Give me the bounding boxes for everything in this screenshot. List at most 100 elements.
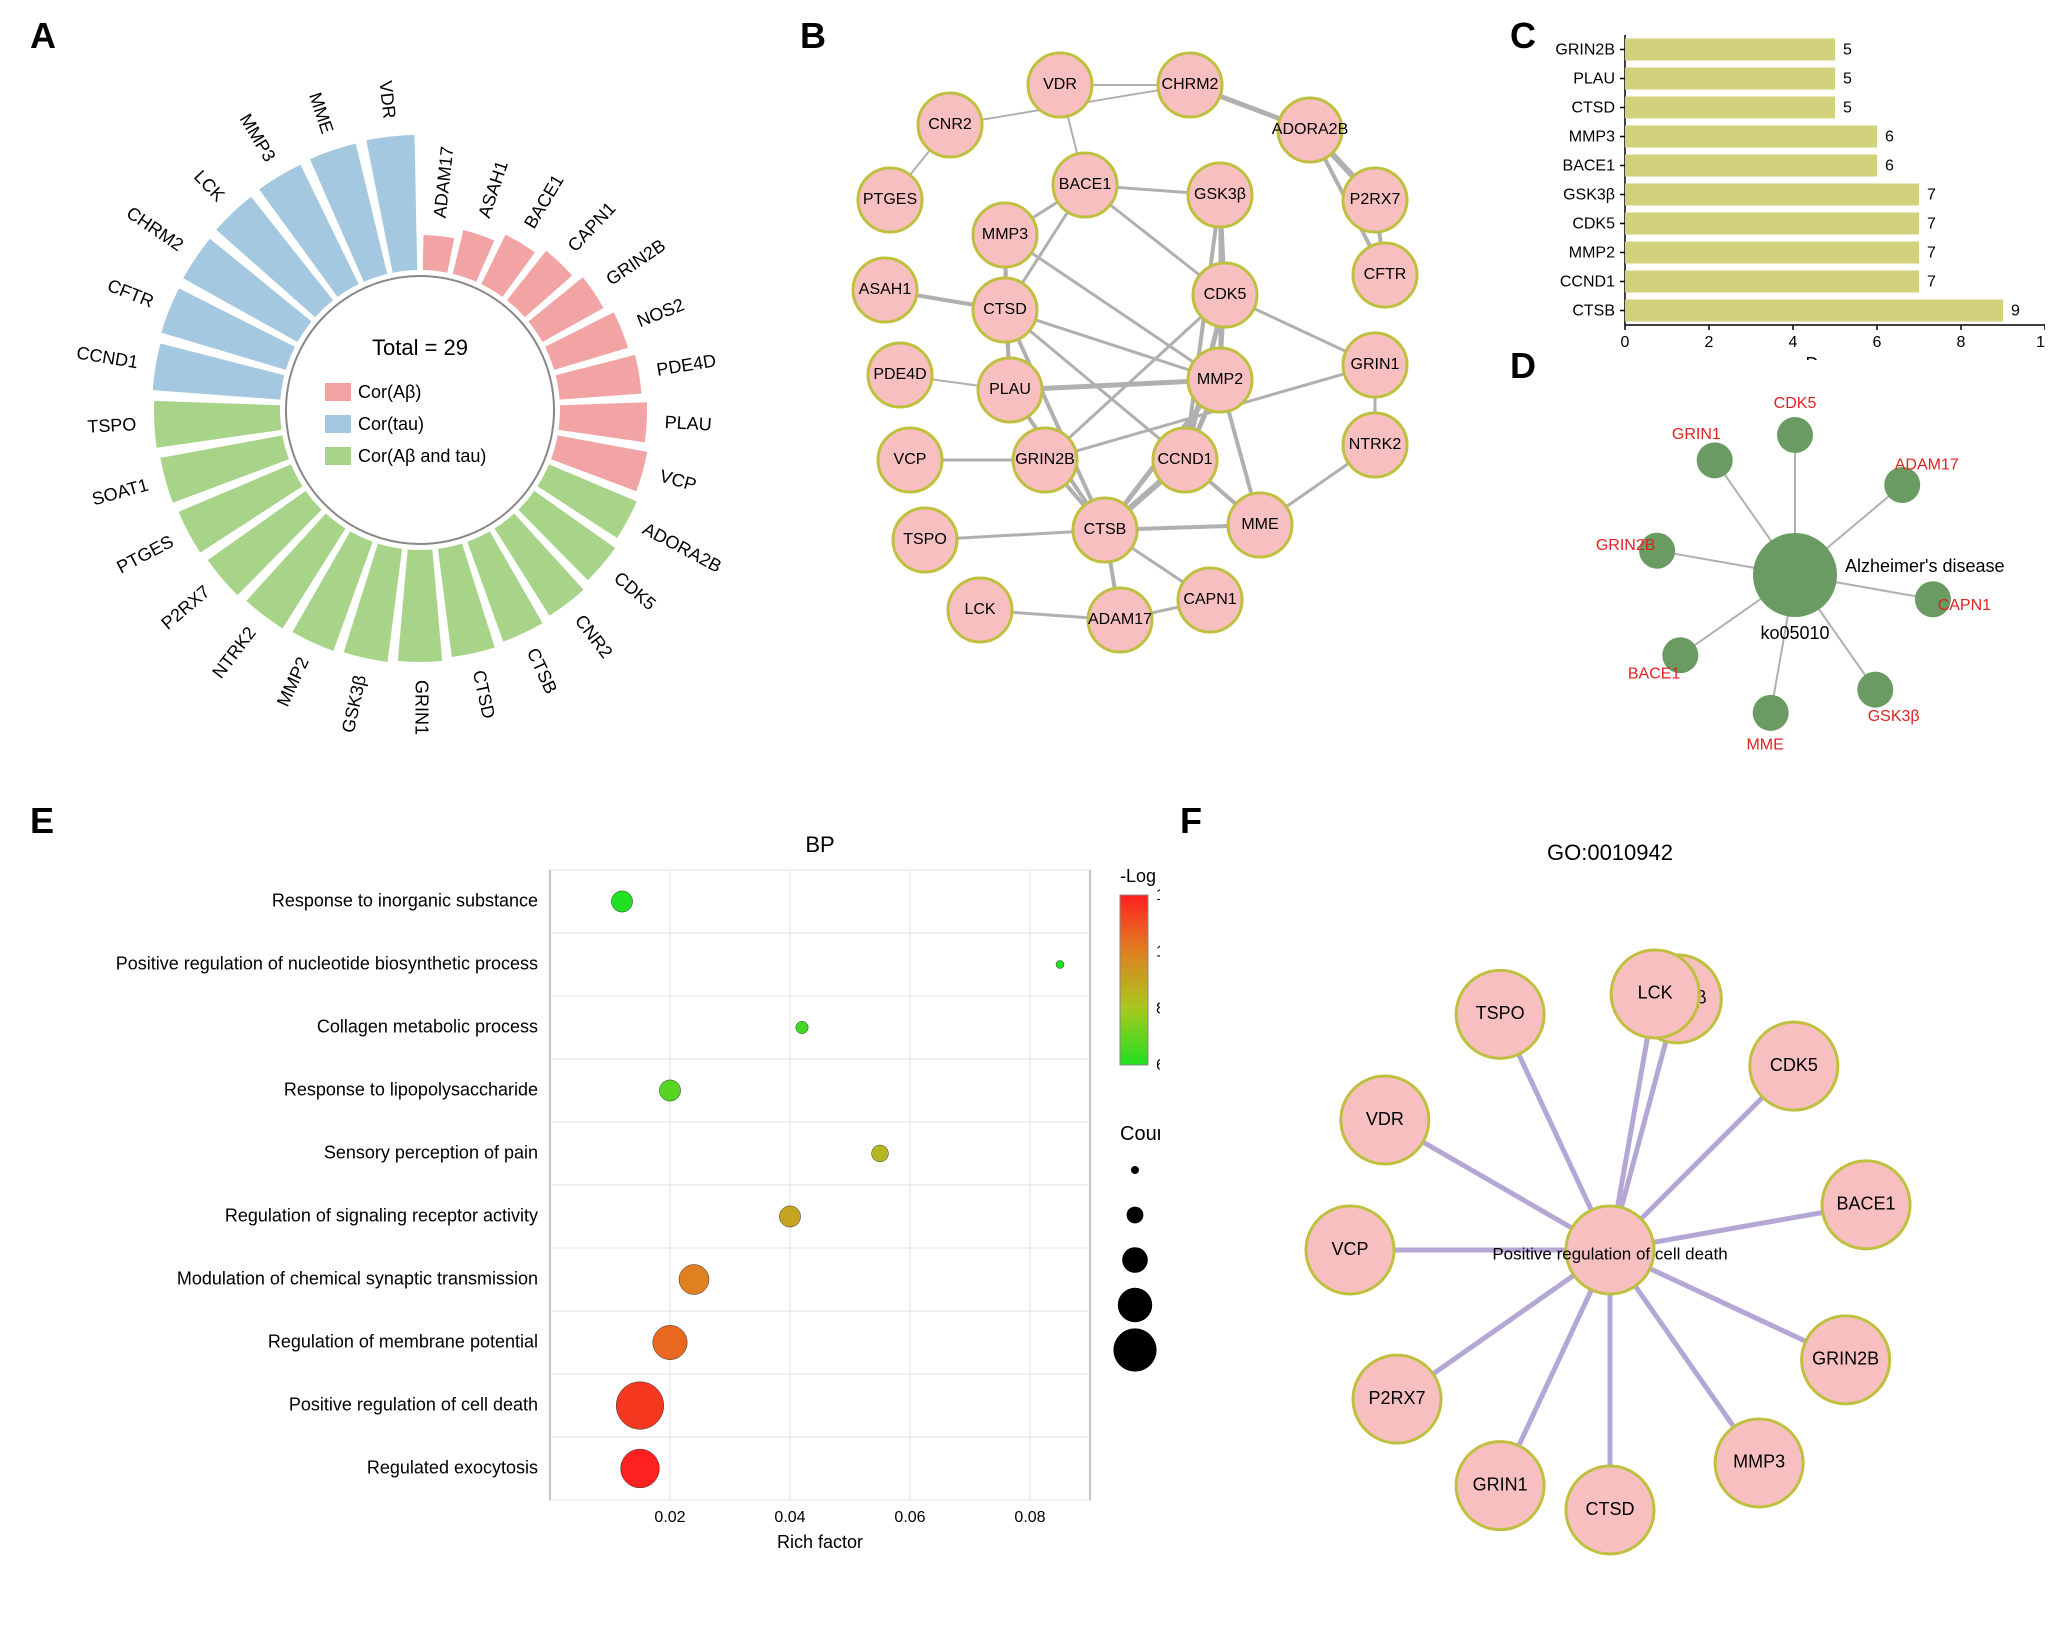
bubble-point bbox=[796, 1021, 808, 1033]
degree-bar-label: MMP2 bbox=[1569, 245, 1615, 262]
go-peripheral-label: MMP3 bbox=[1733, 1452, 1785, 1472]
x-tick-label: 8 bbox=[1957, 334, 1966, 351]
circular-bar-label: PTGES bbox=[113, 531, 176, 577]
network-node-label: CAPN1 bbox=[1183, 591, 1236, 608]
network-node-label: GSK3β bbox=[1194, 186, 1246, 203]
circular-bar-label: ADAM17 bbox=[430, 145, 458, 219]
panel-label-f: F bbox=[1180, 800, 1202, 842]
network-node-label: NTRK2 bbox=[1349, 436, 1402, 453]
circular-bar-label: ADORA2B bbox=[639, 519, 724, 577]
degree-bar-value: 9 bbox=[2011, 303, 2020, 320]
network-node-label: P2RX7 bbox=[1350, 191, 1401, 208]
degree-bar-value: 5 bbox=[1843, 71, 1852, 88]
circular-bar-label: GRIN2B bbox=[602, 235, 669, 289]
circular-bar-label: ASAH1 bbox=[474, 158, 512, 220]
circular-bar-label: NTRK2 bbox=[208, 623, 260, 682]
degree-bar-label: GSK3β bbox=[1563, 187, 1615, 204]
x-tick-label: 0 bbox=[1621, 334, 1630, 351]
network-node-label: CCND1 bbox=[1157, 451, 1212, 468]
network-node-label: PTGES bbox=[863, 191, 917, 208]
hub-center-label: Alzheimer's disease bbox=[1845, 556, 2005, 576]
bubble-point bbox=[653, 1325, 687, 1359]
hub-peripheral-node bbox=[1857, 672, 1893, 708]
legend-swatch bbox=[325, 447, 351, 465]
legend-swatch bbox=[325, 383, 351, 401]
size-legend-dot bbox=[1122, 1247, 1148, 1273]
bubble-y-label: Response to inorganic substance bbox=[272, 891, 538, 911]
x-tick-label: 0.06 bbox=[894, 1509, 925, 1526]
degree-bar-value: 5 bbox=[1843, 100, 1852, 117]
circular-bar-label: VCP bbox=[658, 466, 699, 495]
go-peripheral-label: BACE1 bbox=[1837, 1194, 1896, 1214]
inner-circle bbox=[286, 276, 554, 544]
network-node-label: BACE1 bbox=[1059, 176, 1112, 193]
network-node-label: LCK bbox=[964, 601, 995, 618]
hub-sub-label: ko05010 bbox=[1760, 623, 1829, 643]
degree-bar-value: 7 bbox=[1927, 245, 1936, 262]
size-legend-dot bbox=[1131, 1166, 1139, 1174]
bubble-point bbox=[659, 1080, 680, 1101]
circular-bar-label: NOS2 bbox=[634, 294, 687, 331]
network-node-label: CTSD bbox=[983, 301, 1027, 318]
circular-bar-label: P2RX7 bbox=[157, 581, 213, 633]
go-peripheral-label: TSPO bbox=[1476, 1003, 1525, 1023]
network-node-label: GRIN1 bbox=[1351, 356, 1400, 373]
circular-bar bbox=[398, 549, 442, 662]
circular-bar-label: CAPN1 bbox=[564, 198, 620, 255]
x-tick-label: 10 bbox=[2036, 334, 2045, 351]
go-peripheral-label: LCK bbox=[1638, 983, 1673, 1003]
hub-peripheral-node bbox=[1753, 695, 1789, 731]
network-node-label: CTSB bbox=[1084, 521, 1127, 538]
hub-peripheral-label: MME bbox=[1746, 736, 1783, 753]
circular-bar-label: MMP2 bbox=[273, 654, 313, 710]
degree-bar bbox=[1625, 300, 2003, 322]
size-legend-dot bbox=[1127, 1207, 1144, 1224]
bubble-y-label: Regulated exocytosis bbox=[367, 1458, 538, 1478]
circular-bar-label: CTSB bbox=[523, 645, 561, 697]
go-peripheral-label: CDK5 bbox=[1770, 1055, 1818, 1075]
network-node-label: ADORA2B bbox=[1272, 121, 1348, 138]
circular-bar-label: GRIN1 bbox=[411, 680, 431, 735]
circular-bar-chart: ADAM17ASAH1BACE1CAPN1GRIN2BNOS2PDE4DPLAU… bbox=[0, 0, 820, 820]
bubble-point bbox=[1056, 961, 1064, 969]
circular-bar-label: TSPO bbox=[87, 414, 137, 437]
circular-bar-label: CNR2 bbox=[571, 611, 617, 662]
hub-peripheral-label: BACE1 bbox=[1628, 666, 1681, 683]
color-legend-bar bbox=[1120, 895, 1148, 1065]
degree-bar-value: 7 bbox=[1927, 274, 1936, 291]
bubble-point bbox=[616, 1382, 664, 1430]
circular-bar-label: PLAU bbox=[664, 412, 712, 435]
network-node-label: VCP bbox=[894, 451, 927, 468]
degree-bar-label: CDK5 bbox=[1572, 216, 1615, 233]
go-center-label: Positive regulation of cell death bbox=[1492, 1244, 1727, 1263]
bubble-y-label: Sensory perception of pain bbox=[324, 1143, 538, 1163]
x-tick-label: 4 bbox=[1789, 334, 1798, 351]
x-tick-label: 0.08 bbox=[1014, 1509, 1045, 1526]
x-tick-label: 2 bbox=[1705, 334, 1714, 351]
go-peripheral-label: CTSD bbox=[1586, 1499, 1635, 1519]
go-peripheral-label: P2RX7 bbox=[1368, 1388, 1425, 1408]
circular-bar-label: MME bbox=[305, 90, 337, 136]
x-tick-label: 0.02 bbox=[654, 1509, 685, 1526]
network-node-label: PLAU bbox=[989, 381, 1031, 398]
degree-bar bbox=[1625, 213, 1919, 235]
color-legend-tick: 12 bbox=[1156, 887, 1160, 904]
color-legend-tick: 8 bbox=[1156, 1000, 1160, 1017]
circular-bar-label: VDR bbox=[376, 80, 400, 120]
degree-bar-value: 7 bbox=[1927, 187, 1936, 204]
go-peripheral-label: GRIN2B bbox=[1812, 1349, 1879, 1369]
degree-bar-label: CTSB bbox=[1572, 303, 1615, 320]
color-legend-tick: 6 bbox=[1156, 1057, 1160, 1074]
network-edge bbox=[1005, 310, 1220, 380]
degree-bar bbox=[1625, 184, 1919, 206]
bubble-point bbox=[872, 1145, 889, 1162]
degree-bar bbox=[1625, 68, 1835, 90]
bubble-title: BP bbox=[805, 832, 834, 857]
network-node-label: GRIN2B bbox=[1015, 451, 1075, 468]
degree-bar-chart: 0246810DegreeGRIN2B5PLAU5CTSD5MMP36BACE1… bbox=[1545, 30, 2045, 360]
degree-bar bbox=[1625, 126, 1877, 148]
bubble-point bbox=[621, 1449, 660, 1488]
network-node-label: CHRM2 bbox=[1162, 76, 1219, 93]
circular-bar-label: CCND1 bbox=[75, 343, 139, 373]
ppi-network: VDRCHRM2CNR2ADORA2BPTGESBACE1GSK3βP2RX7M… bbox=[830, 30, 1480, 680]
